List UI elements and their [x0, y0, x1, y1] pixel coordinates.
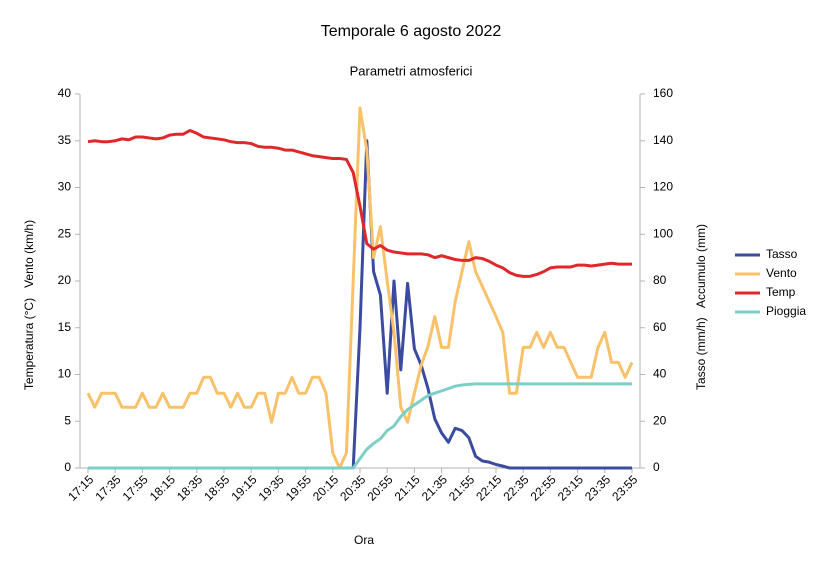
series-line — [86, 106, 634, 470]
y-tick-label: 15 — [58, 320, 72, 334]
x-axis-label: Ora — [354, 533, 374, 547]
y2-tick-label: 160 — [653, 86, 673, 100]
y-tick-label: 10 — [58, 367, 72, 381]
chart-title: Temporale 6 agosto 2022 — [321, 23, 502, 40]
legend-label: Temp — [766, 285, 796, 299]
series-line — [88, 382, 632, 470]
y-tick-label: 25 — [58, 226, 72, 240]
y2-tick-label: 80 — [653, 273, 667, 287]
y-tick-label: 30 — [58, 180, 72, 194]
y-tick-label: 35 — [58, 133, 72, 147]
legend-label: Tasso — [766, 247, 798, 261]
y2-axis-label: Tasso (mm/h) Accumulo (mm) — [694, 224, 708, 390]
series-line — [87, 128, 632, 278]
legend-label: Vento — [766, 266, 797, 280]
y2-tick-label: 0 — [653, 460, 660, 474]
y2-tick-label: 40 — [653, 367, 667, 381]
y-axis-label: Temperatura (°C) Vento (km/h) — [22, 220, 36, 390]
y-tick-label: 20 — [58, 273, 72, 287]
y-tick-label: 5 — [64, 413, 71, 427]
y2-tick-label: 20 — [653, 413, 667, 427]
y-tick-label: 0 — [64, 460, 71, 474]
y-tick-label: 40 — [58, 86, 72, 100]
y2-tick-label: 100 — [653, 226, 673, 240]
legend-label: Pioggia — [766, 304, 806, 318]
y2-tick-label: 140 — [653, 133, 673, 147]
chart-subtitle: Parametri atmosferici — [350, 63, 473, 78]
y2-tick-label: 60 — [653, 320, 667, 334]
y2-tick-label: 120 — [653, 180, 673, 194]
